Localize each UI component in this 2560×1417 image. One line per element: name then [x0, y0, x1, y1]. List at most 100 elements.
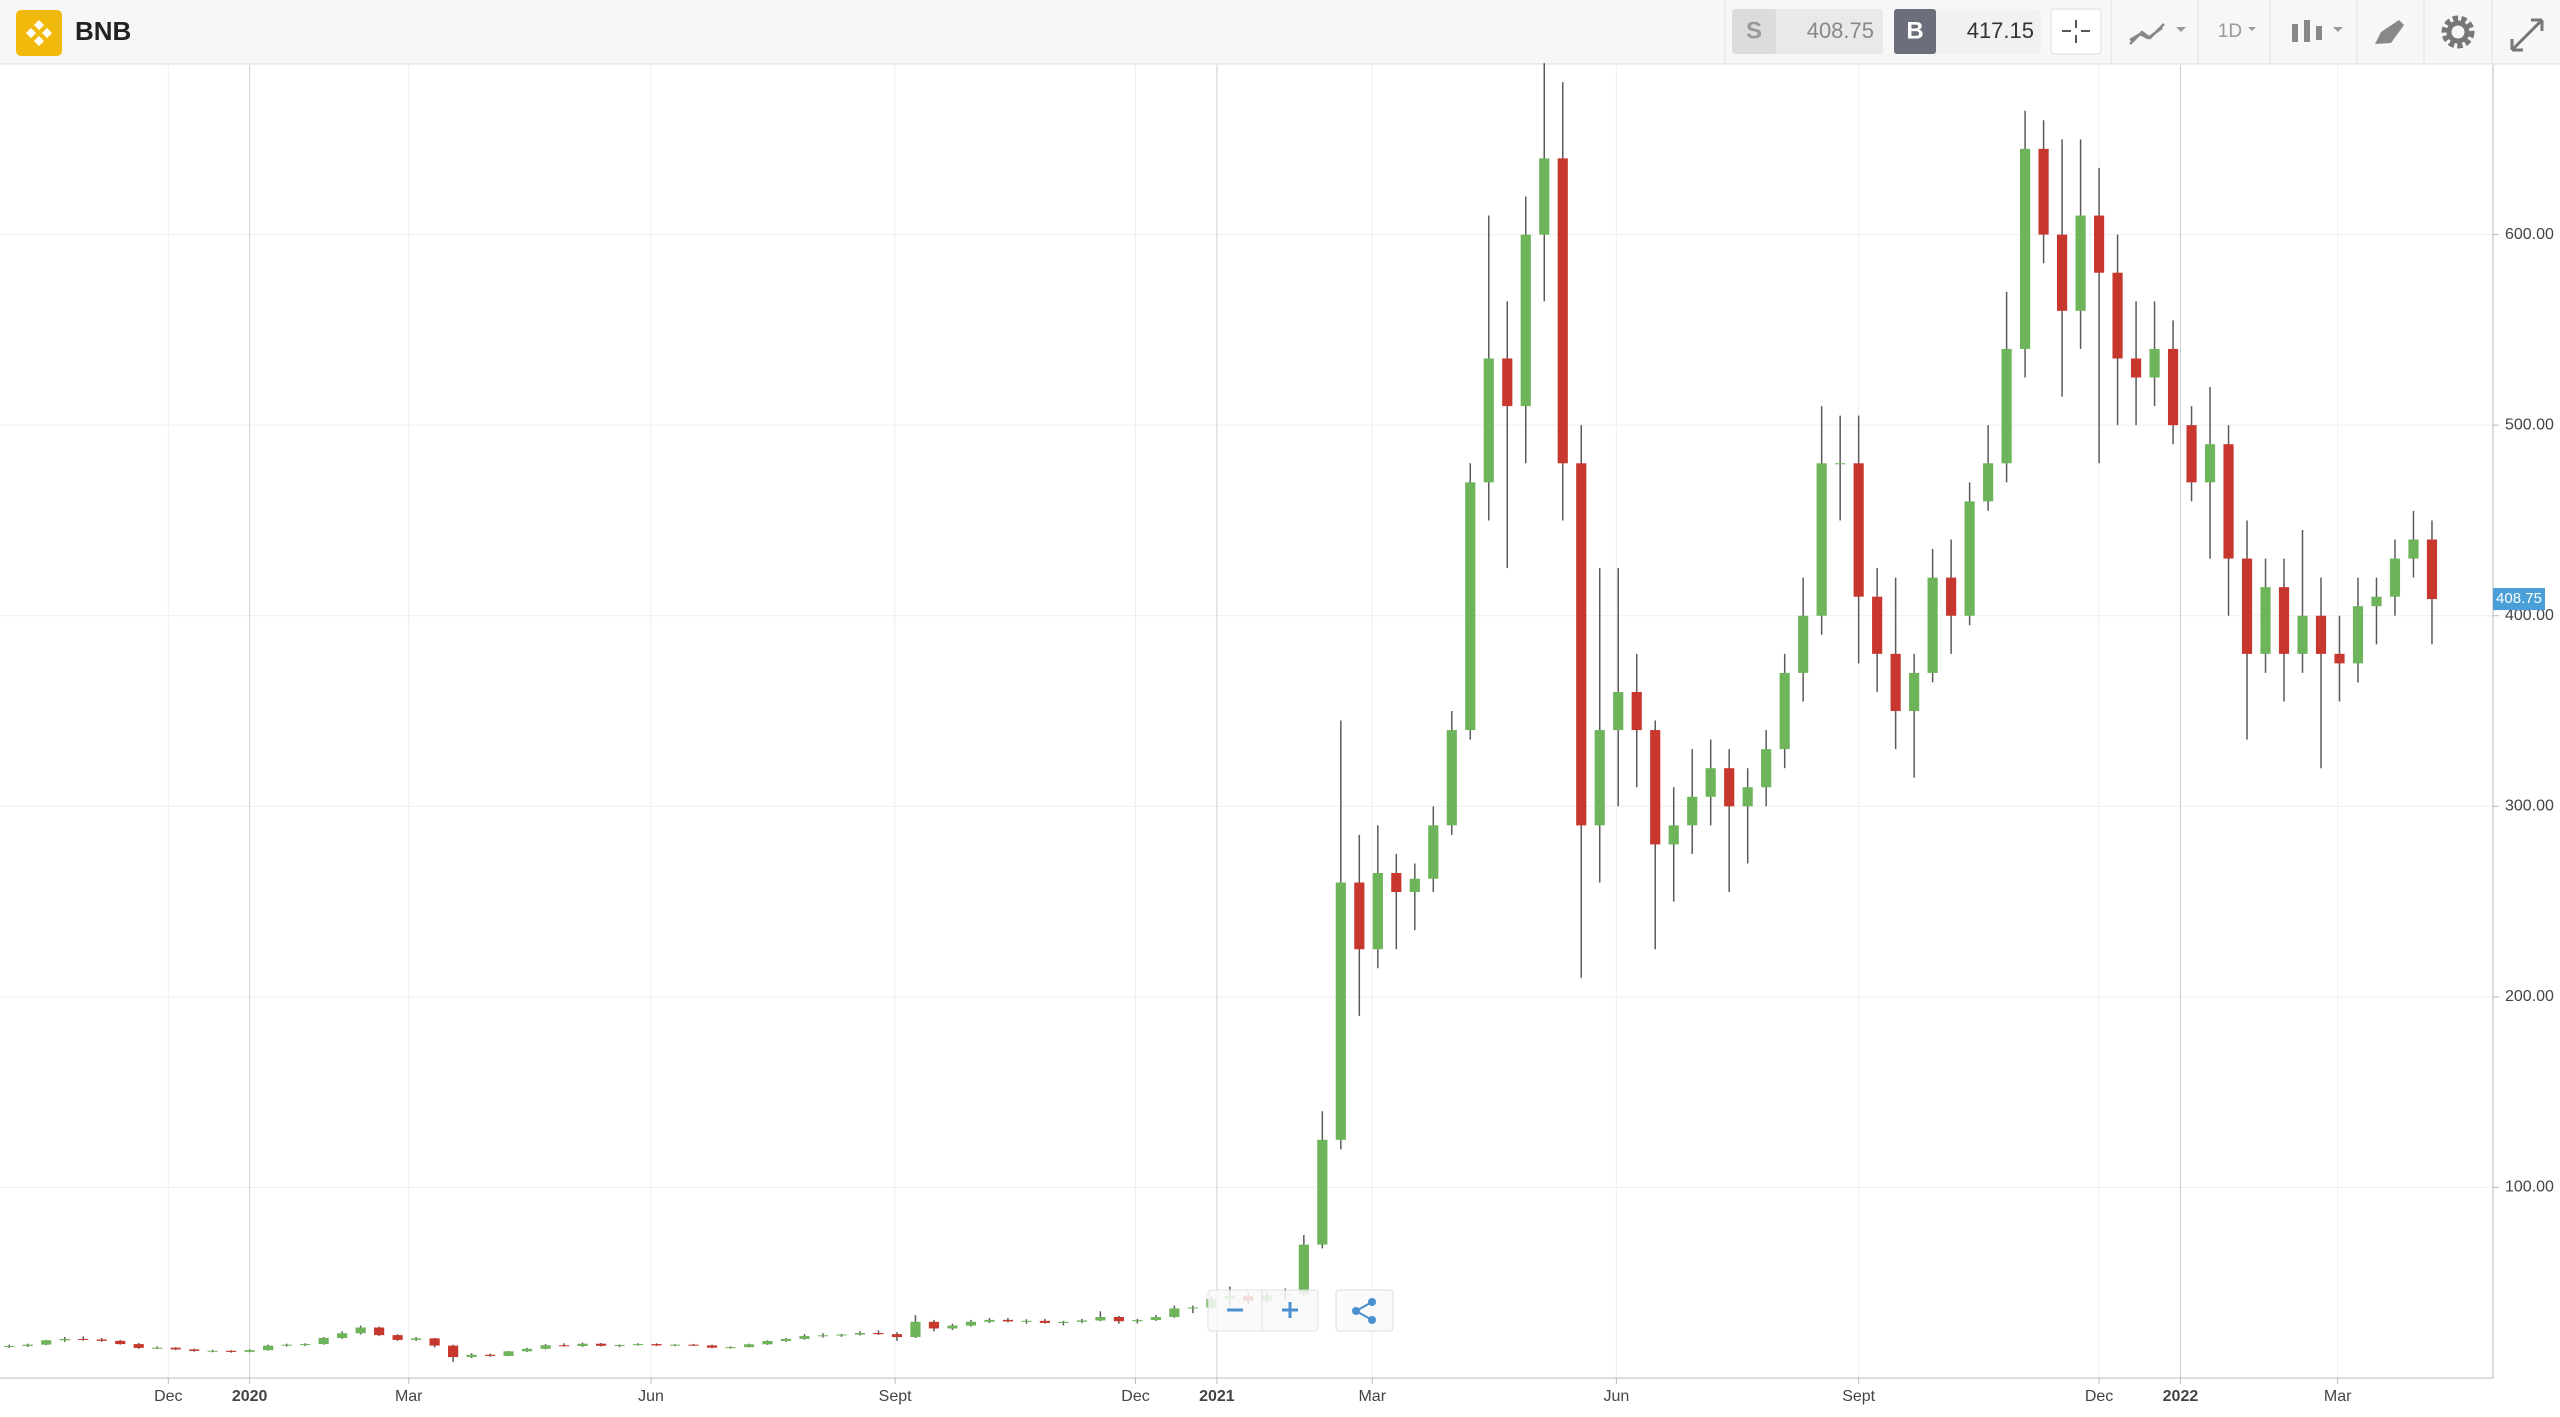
candle-body — [2020, 148, 2031, 349]
x-tick-label: Jun — [1603, 1388, 1629, 1405]
candle-body — [429, 1338, 440, 1346]
candle-body — [910, 1321, 921, 1338]
crosshair-button[interactable] — [2050, 8, 2102, 55]
candle-body — [2186, 425, 2197, 483]
plot-area — [0, 63, 2493, 1378]
candle-body — [1058, 1321, 1069, 1323]
icon-part[interactable] — [2316, 26, 2322, 40]
candle-body — [1687, 796, 1698, 826]
last-price-label: 408.75 — [2496, 590, 2542, 607]
chart-type-icon[interactable] — [2129, 23, 2165, 45]
crosshair-icon[interactable] — [2062, 20, 2090, 43]
candle-body — [2057, 234, 2068, 311]
draw-icon[interactable] — [2375, 20, 2404, 44]
candle-body — [614, 1345, 625, 1347]
candle-body — [2426, 539, 2438, 600]
candle-body — [133, 1344, 144, 1348]
icon-part[interactable] — [2304, 20, 2310, 42]
interval[interactable]: 1D — [2218, 21, 2242, 42]
candle-body — [1317, 1139, 1328, 1245]
x-tick-label: Dec — [154, 1388, 182, 1405]
candle-body — [577, 1343, 588, 1346]
crosshair-box[interactable] — [2050, 8, 2102, 55]
candle-body — [1668, 825, 1679, 845]
y-tick-label: 200.00 — [2505, 988, 2554, 1005]
buy-label[interactable]: B — [1906, 17, 1923, 44]
candle-body — [1798, 615, 1809, 673]
candle-body — [540, 1345, 551, 1349]
candle-body — [281, 1344, 292, 1346]
candle-body — [1724, 768, 1735, 807]
candle-body — [1909, 672, 1920, 712]
candle-body — [1983, 463, 1994, 502]
candle-body — [448, 1345, 459, 1358]
candle-body — [2260, 587, 2271, 654]
candle-body — [1761, 749, 1772, 788]
icon-part[interactable] — [1355, 1301, 1373, 1321]
candle-body — [96, 1339, 107, 1341]
sell-tag[interactable] — [1732, 9, 1776, 54]
settings-button[interactable] — [2441, 15, 2475, 49]
candle-body — [207, 1350, 218, 1352]
dropdown-arrow[interactable] — [2248, 27, 2256, 31]
share-box[interactable] — [1335, 1289, 1394, 1332]
candle-body — [411, 1338, 422, 1340]
candle-body — [1816, 463, 1827, 616]
candle-body — [78, 1338, 89, 1340]
candle-body — [521, 1348, 533, 1352]
toolbar-separators — [2110, 0, 2493, 64]
dropdown-arrow[interactable] — [2176, 27, 2186, 32]
gear-teeth[interactable] — [2441, 15, 2475, 49]
zoom-box[interactable] — [1207, 1289, 1319, 1332]
logo-bg — [16, 10, 62, 56]
candle-body — [651, 1344, 662, 1346]
candle-body — [374, 1327, 385, 1336]
sell-button[interactable]: S 408.75 — [1732, 9, 1883, 54]
candle-body — [2278, 587, 2290, 654]
candle-body — [2001, 348, 2012, 464]
candle-body — [1631, 691, 1642, 731]
sell-label[interactable]: S — [1746, 17, 1762, 44]
candle-body — [1853, 463, 1864, 597]
candle-body — [2241, 558, 2253, 654]
candle-body — [965, 1321, 977, 1326]
candle-body — [1779, 672, 1790, 750]
sell-price[interactable]: 408.75 — [1807, 18, 1874, 43]
candle-body — [1650, 730, 1661, 845]
fullscreen-icon[interactable] — [2510, 18, 2544, 52]
candle-body — [1298, 1244, 1309, 1295]
candle-body — [558, 1345, 570, 1347]
x-tick-label: Mar — [1358, 1388, 1386, 1405]
candle-body — [984, 1319, 995, 1322]
candle-body — [2408, 539, 2419, 559]
candle-body — [669, 1344, 681, 1346]
candle-body — [2204, 444, 2216, 483]
candle-body — [1409, 878, 1420, 893]
candle-body — [2112, 272, 2123, 359]
zoom-in[interactable] — [1282, 1302, 1298, 1318]
toolbar — [0, 0, 2560, 64]
candle-body — [466, 1354, 477, 1358]
candle-body — [632, 1344, 644, 1346]
candle-body — [762, 1341, 773, 1345]
candle-body — [41, 1340, 52, 1345]
candle-body — [244, 1350, 255, 1352]
candle-body — [1705, 768, 1716, 797]
x-tick-label: Mar — [395, 1388, 423, 1405]
candle-body — [1465, 482, 1476, 731]
gear-ring[interactable] — [2446, 20, 2470, 44]
icon-part[interactable] — [2292, 24, 2298, 42]
logo — [16, 10, 62, 56]
candle-body — [4, 1345, 15, 1347]
buy-button[interactable]: B 417.15 — [1894, 9, 2041, 54]
candle-body — [1354, 882, 1365, 950]
buy-tag[interactable] — [1894, 9, 1936, 54]
candle-body — [1742, 787, 1753, 807]
buy-price[interactable]: 417.15 — [1967, 18, 2034, 43]
dropdown-arrow[interactable] — [2333, 27, 2343, 32]
logo-mark — [26, 20, 52, 46]
share-icon[interactable] — [1352, 1298, 1376, 1324]
y-tick-label: 100.00 — [2505, 1179, 2554, 1196]
candle-type-icon[interactable] — [2292, 20, 2322, 42]
